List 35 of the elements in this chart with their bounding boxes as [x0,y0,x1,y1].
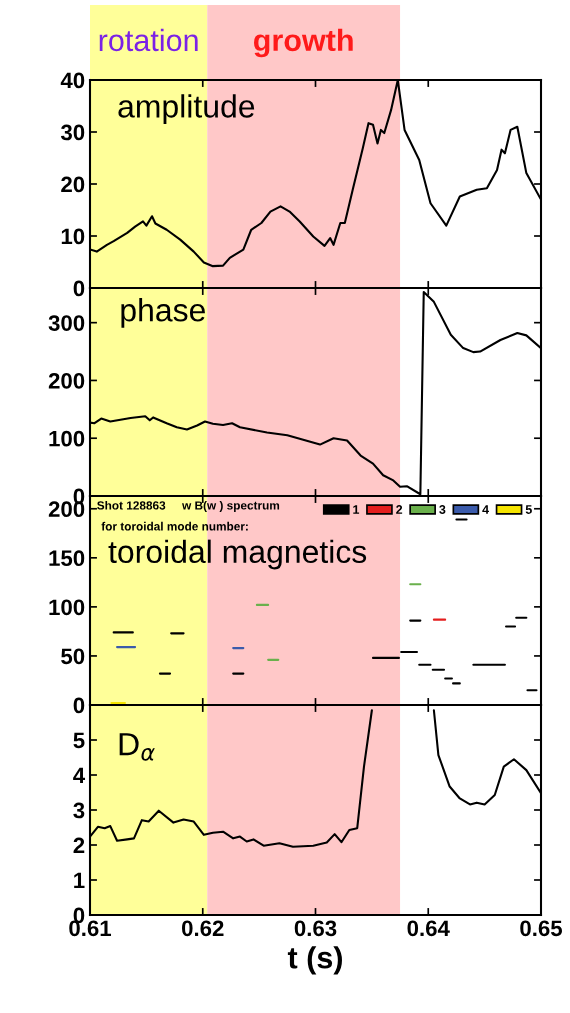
band-label: growth [254,28,353,58]
y-tick-label: 0 [73,697,85,714]
y-tick-label: 3 [73,802,85,819]
y-tick-label: 100 [49,599,85,616]
text: toroidal magnetics [108,539,367,570]
y-tick-label: 200 [48,372,85,389]
y-tick-label: 100 [49,430,85,447]
y-tick-label: 20 [61,176,85,193]
y-tick-label: 5 [73,732,85,749]
x-tick-label: 0.64 [407,920,450,937]
chart-title: phase [121,298,205,328]
chart-title: amplitude [118,94,255,125]
x-tick-label: 0.62 [182,920,224,937]
y-tick-label: 30 [60,124,85,141]
band-label: rotation [99,28,198,52]
x-tick-label: 0.65 [520,920,563,937]
y-tick-label: 2 [73,837,85,854]
y-tick-label: 150 [49,550,85,567]
y-tick-label: 40 [60,72,85,89]
y-tick-label: 4 [73,767,86,784]
text: D$_{α}$ [119,733,155,761]
legend-label: 5 [525,505,532,514]
x-axis-title: t (s) [287,946,342,975]
y-tick-label: 50 [61,648,85,665]
legend-label: 2 [396,505,403,514]
y-tick-label: 10 [61,228,85,245]
annotation: Shot 128863 w B(w ) spectrum [97,500,280,512]
annotation: for toroidal mode number: [101,521,248,531]
y-tick-label: 300 [48,315,85,331]
y-tick-label: 1 [74,872,85,889]
y-tick-label: 0 [73,280,85,297]
legend-label: 1 [353,505,360,514]
x-tick-label: 0.63 [294,920,337,937]
legend-label: 4 [482,505,489,514]
legend-label: 3 [439,505,446,514]
